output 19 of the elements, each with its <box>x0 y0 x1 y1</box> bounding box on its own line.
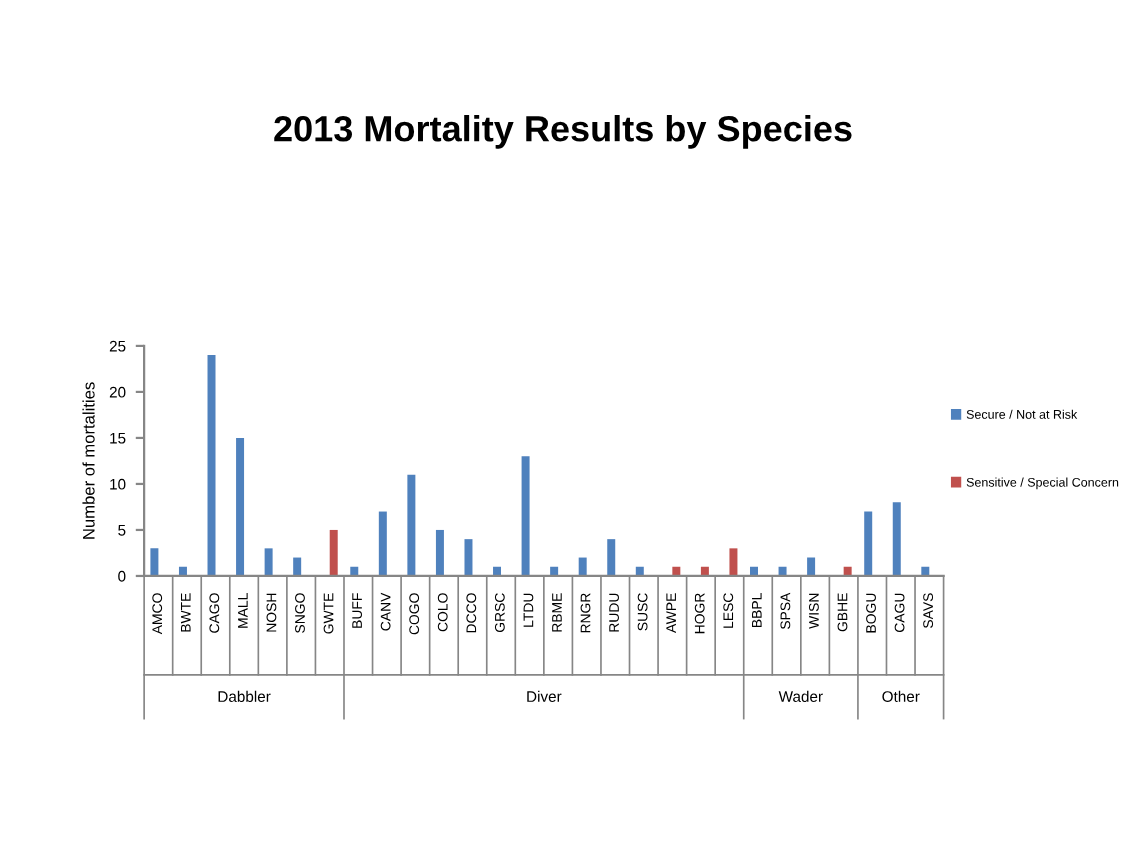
bar <box>578 557 587 576</box>
bar <box>378 511 387 576</box>
y-axis-title: Number of mortalities <box>82 382 95 539</box>
bar <box>207 355 216 576</box>
bar <box>264 548 273 576</box>
bar <box>521 456 530 576</box>
bar <box>407 474 416 576</box>
chart-title: 2013 Mortality Results by Species <box>274 115 852 149</box>
bar <box>236 437 245 576</box>
bar <box>464 539 473 576</box>
bar <box>293 557 302 576</box>
bar <box>892 502 901 576</box>
bar <box>729 548 738 576</box>
bar <box>329 529 338 576</box>
bar <box>864 511 873 576</box>
bar <box>150 548 159 576</box>
bar <box>807 557 816 576</box>
bar <box>435 529 444 576</box>
bar <box>607 539 616 576</box>
